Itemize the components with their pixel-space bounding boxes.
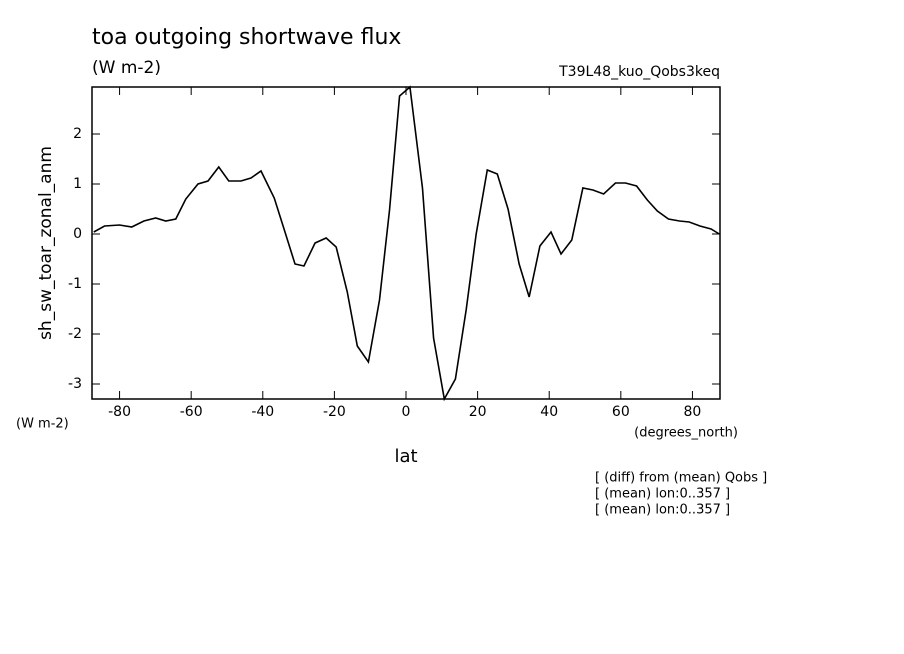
plot-frame	[91, 86, 721, 400]
chart-title: toa outgoing shortwave flux	[92, 25, 401, 50]
x-tick-label: -80	[108, 404, 131, 420]
data-line	[93, 85, 720, 402]
y-tick-label: 2	[73, 126, 82, 142]
x-tick-label: -60	[180, 404, 203, 420]
x-tick-label: 60	[612, 404, 630, 420]
note: [ (mean) lon:0..357 ]	[595, 487, 730, 502]
chart-subtitle: (W m-2)	[92, 58, 161, 78]
note: [ (diff) from (mean) Qobs ]	[595, 471, 767, 486]
x-units: (degrees_north)	[634, 426, 738, 441]
y-tick-label: -2	[68, 326, 82, 342]
x-tick-label: 0	[402, 404, 411, 420]
x-tick-label: 40	[540, 404, 558, 420]
y-tick-label: -3	[68, 376, 82, 392]
y-tick-label: 1	[73, 176, 82, 192]
x-tick-label: -40	[251, 404, 274, 420]
y-units: (W m-2)	[16, 417, 69, 432]
run-label: T39L48_kuo_Qobs3keq	[558, 64, 720, 80]
x-tick-label: -20	[323, 404, 346, 420]
y-axis-label: sh_sw_toar_zonal_anm	[36, 146, 56, 340]
x-axis-label: lat	[394, 446, 417, 467]
x-tick-label: 20	[469, 404, 487, 420]
y-tick-label: 0	[73, 226, 82, 242]
x-tick-label: 80	[684, 404, 702, 420]
y-tick-label: -1	[68, 276, 82, 292]
note: [ (mean) lon:0..357 ]	[595, 503, 730, 518]
